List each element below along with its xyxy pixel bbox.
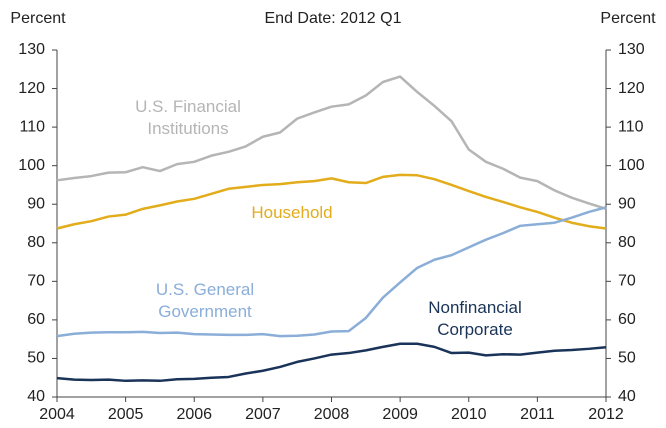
y2-tick-label: 120 (618, 80, 645, 97)
y2-tick-label: 100 (618, 157, 645, 174)
series-label: Nonfinancial Corporate (428, 298, 522, 339)
y2-tick-label: 90 (618, 195, 636, 212)
series-line (56, 206, 607, 338)
y2-tick-label: 60 (618, 311, 636, 328)
x-tick-label: 2007 (245, 406, 281, 423)
y2-tick-label: 40 (618, 388, 636, 405)
series-line (56, 75, 607, 211)
series-label: U.S. General Government (155, 280, 255, 321)
y-axis-label: Percent (10, 10, 66, 27)
y2-tick-label: 70 (618, 273, 636, 290)
x-tick-label: 2008 (314, 406, 350, 423)
y-tick-label: 90 (27, 195, 45, 212)
x-tick-label: 2012 (588, 406, 624, 423)
y2-tick-label: 110 (618, 118, 644, 135)
series-line (56, 173, 607, 230)
y-tick-label: 50 (27, 350, 45, 367)
x-tick-label: 2006 (176, 406, 212, 423)
x-tick-label: 2010 (451, 406, 487, 423)
y2-axis-label: Percent (600, 10, 656, 27)
y-tick-label: 120 (18, 80, 45, 97)
y2-tick-label: 50 (618, 350, 636, 367)
chart-title: End Date: 2012 Q1 (265, 10, 402, 27)
series-line (56, 342, 607, 383)
y-tick-label: 110 (19, 118, 45, 135)
series-label: U.S. Financial Institutions (135, 97, 241, 138)
y2-tick-label: 80 (618, 234, 636, 251)
x-tick-label: 2005 (108, 406, 144, 423)
y2-tick-label: 130 (618, 41, 645, 58)
y-tick-label: 100 (18, 157, 45, 174)
y-tick-label: 40 (27, 388, 45, 405)
x-tick-label: 2009 (382, 406, 418, 423)
x-tick-label: 2011 (520, 406, 555, 423)
series-label: Household (251, 203, 333, 222)
y-tick-label: 70 (27, 273, 45, 290)
y-tick-label: 130 (18, 41, 45, 58)
y-tick-label: 60 (27, 311, 45, 328)
y-tick-label: 80 (27, 234, 45, 251)
x-tick-label: 2004 (39, 406, 75, 423)
